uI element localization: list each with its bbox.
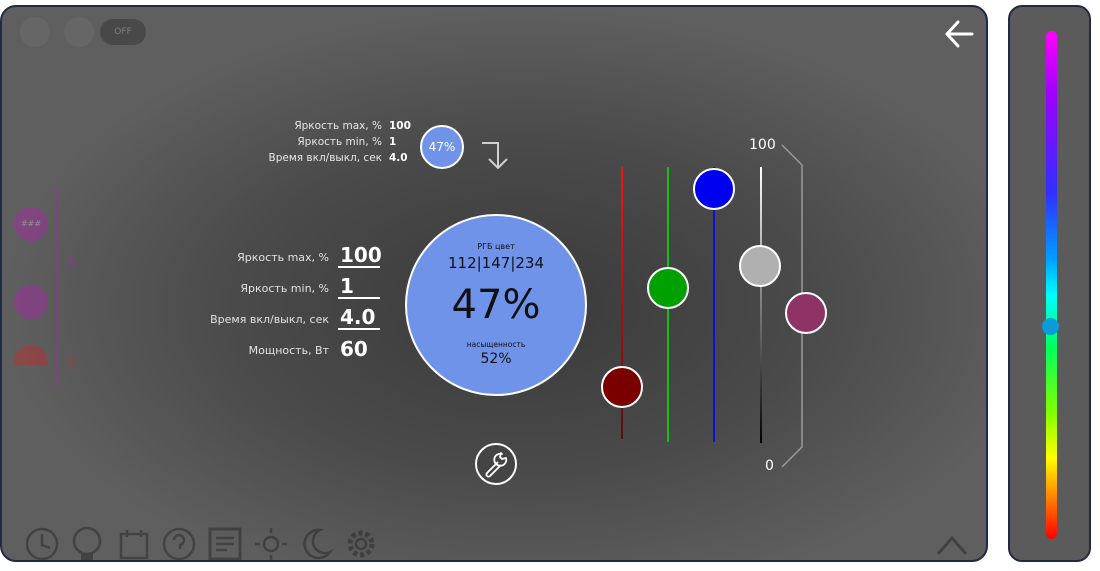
hue-slider-knob[interactable] [1042, 317, 1059, 335]
top-onoff-time-label: Время вкл/выкл, сек [268, 152, 382, 164]
clock-icon [25, 527, 59, 560]
saturation-title: насыщенность [466, 340, 526, 349]
faded-alarm-icon [14, 345, 48, 365]
blue-slider-track[interactable] [713, 167, 715, 442]
brightness-min-label: Яркость min, % [240, 282, 329, 295]
brightness-percent: 47% [451, 282, 541, 328]
brightness-slider-knob[interactable] [785, 291, 827, 334]
brightness-max-label: Яркость max, % [237, 251, 329, 264]
faded-pill: OFF [100, 19, 146, 45]
sun-icon [255, 528, 287, 560]
rgb-title: РГБ цвет [477, 242, 515, 251]
moon-icon [303, 528, 334, 560]
onoff-time-value[interactable]: 4.0 [338, 306, 380, 330]
top-brightness-max-value: 100 [389, 120, 411, 132]
hue-panel [1008, 5, 1091, 562]
brightness-max-value[interactable]: 100 [338, 243, 382, 268]
top-brightness-min-value: 1 [389, 136, 397, 148]
faded-circle-button [64, 17, 94, 47]
faded-badge: ### [14, 207, 48, 241]
red-slider-track[interactable] [621, 167, 623, 439]
calendar-icon [119, 530, 149, 560]
color-circle[interactable]: РГБ цвет 112|147|234 47% насыщенность 52… [405, 214, 587, 396]
settings-button[interactable] [475, 443, 517, 485]
arrow-left-icon[interactable] [942, 17, 976, 51]
saturation-value: 52% [480, 351, 512, 367]
faded-bottom-toolbar [2, 7, 986, 560]
lamp-icon [72, 526, 102, 560]
white-slider-knob[interactable] [739, 245, 781, 287]
scale-max-label: 100 [749, 137, 776, 153]
chevron-up-icon [936, 535, 968, 555]
red-slider-knob[interactable] [601, 366, 643, 408]
help-icon [162, 527, 196, 560]
list-icon [208, 527, 242, 560]
faded-circle-button [20, 17, 50, 47]
blue-slider-knob[interactable] [693, 168, 735, 210]
white-slider-track[interactable] [760, 167, 762, 443]
arrow-down-right-icon[interactable] [480, 139, 514, 171]
onoff-time-label: Время вкл/выкл, сек [210, 313, 329, 326]
power-value: 60 [340, 337, 368, 361]
green-slider-knob[interactable] [647, 267, 689, 309]
gear-icon [347, 530, 375, 558]
wrench-icon [485, 452, 508, 478]
main-panel: OFF ### Яркость max, % 100 Яркость min, … [0, 5, 988, 562]
rgb-value: 112|147|234 [448, 254, 544, 272]
brightness-min-value[interactable]: 1 [338, 275, 380, 299]
preview-circle[interactable]: 47% [420, 125, 464, 169]
top-onoff-time-value: 4.0 [389, 152, 408, 164]
power-label: Мощность, Вт [248, 344, 329, 357]
scale-min-label: 0 [765, 458, 774, 474]
top-brightness-min-label: Яркость min, % [297, 136, 382, 148]
faded-bulb-icon [14, 285, 48, 319]
faded-side-list: ### [12, 187, 82, 387]
hue-slider-track[interactable] [1046, 31, 1057, 539]
faded-divider [56, 187, 58, 385]
top-brightness-max-label: Яркость max, % [294, 120, 382, 132]
